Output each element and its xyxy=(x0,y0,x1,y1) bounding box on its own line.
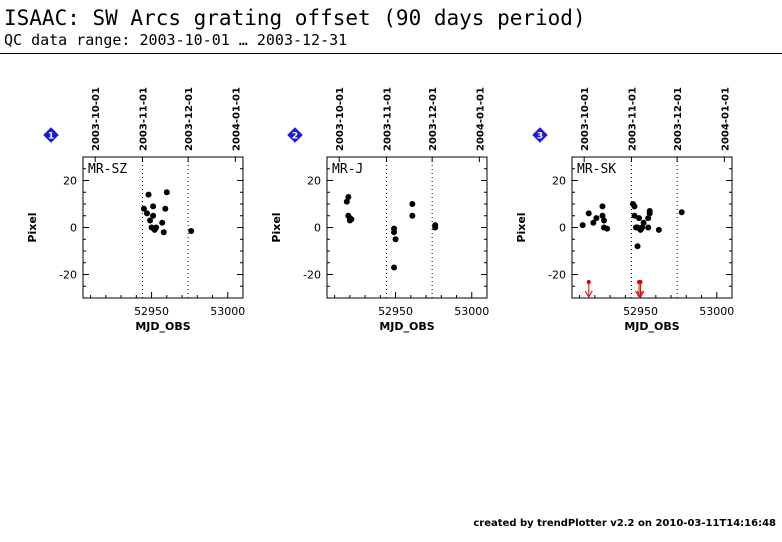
data-point xyxy=(163,189,170,196)
y-tick-label: 20 xyxy=(552,175,566,188)
data-point xyxy=(599,212,606,219)
x-axis-label: MJD_OBS xyxy=(624,320,679,333)
data-point xyxy=(145,191,152,198)
data-point xyxy=(640,219,647,226)
header-divider xyxy=(0,53,782,54)
data-point xyxy=(655,226,662,233)
y-tick-label: -20 xyxy=(303,269,321,282)
data-point xyxy=(593,215,600,222)
out-of-range-marker xyxy=(584,280,593,298)
out-of-range-arrow xyxy=(635,290,643,298)
data-point xyxy=(147,217,154,224)
data-point xyxy=(639,224,646,231)
y-tick-label: 0 xyxy=(559,222,566,235)
date-tick-label: 2003-11-01 xyxy=(627,87,638,151)
panel-number-label: 2 xyxy=(292,132,298,142)
data-point xyxy=(599,203,606,210)
y-axis-label: Pixel xyxy=(26,212,39,242)
date-tick-label: 2003-12-01 xyxy=(428,87,439,151)
data-point xyxy=(409,201,416,207)
data-point xyxy=(585,210,592,217)
data-point xyxy=(631,203,638,210)
data-point xyxy=(159,219,166,226)
date-tick-label: 2003-12-01 xyxy=(673,87,684,151)
qc-data-range: QC data range: 2003-10-01 … 2003-12-31 xyxy=(4,31,348,49)
data-point xyxy=(645,224,652,231)
plot-frame xyxy=(82,156,244,299)
data-point xyxy=(678,209,685,216)
data-point xyxy=(604,225,611,232)
x-tick-label: 53000 xyxy=(699,305,734,318)
data-point xyxy=(140,205,147,212)
data-point xyxy=(590,219,597,226)
data-point xyxy=(391,264,398,271)
data-point xyxy=(188,228,195,235)
date-tick-label: 2004-01-01 xyxy=(231,87,242,151)
y-tick-label: -20 xyxy=(59,269,77,282)
data-point xyxy=(144,210,150,217)
panel-1: 52950 53000 -20 0 20 2003-10-01 2003-11-01 2003… xyxy=(26,87,245,333)
data-point xyxy=(634,243,641,250)
date-tick-label: 2004-01-01 xyxy=(720,87,731,151)
data-point xyxy=(392,236,399,243)
y-tick-label: 20 xyxy=(63,175,77,188)
panel-label: MR-SK xyxy=(577,162,616,177)
x-tick-label: 53000 xyxy=(210,305,245,318)
data-point xyxy=(343,198,350,205)
data-point xyxy=(636,215,643,222)
panel-label: MR-SZ xyxy=(88,162,127,177)
date-tick-label: 2003-10-01 xyxy=(580,87,591,151)
data-point xyxy=(348,216,355,223)
out-of-range-arrow xyxy=(636,290,645,298)
date-tick-label: 2004-01-01 xyxy=(475,87,486,151)
y-axis-label: Pixel xyxy=(270,212,283,242)
data-point xyxy=(162,205,169,212)
date-tick-label: 2003-12-01 xyxy=(184,87,195,151)
x-tick-label: 52950 xyxy=(623,305,658,318)
data-point xyxy=(391,229,398,236)
data-point xyxy=(150,212,157,219)
y-tick-label: 0 xyxy=(314,222,321,235)
panel-number-label: 1 xyxy=(48,132,54,142)
y-axis-label: Pixel xyxy=(515,212,528,242)
x-axis-label: MJD_OBS xyxy=(379,320,434,333)
panel-number-label: 3 xyxy=(537,132,543,142)
panel-number-badge xyxy=(532,127,548,143)
y-tick-label: 0 xyxy=(70,222,77,235)
data-point xyxy=(645,215,652,222)
y-tick-label: -20 xyxy=(548,269,566,282)
panel-number-badge xyxy=(287,127,303,143)
data-point xyxy=(409,212,416,219)
data-point xyxy=(646,208,653,215)
panel-3: 52950 53000 -20 0 20 2003-10-01 2003-11-01 2003… xyxy=(515,87,734,333)
data-point xyxy=(160,229,167,236)
data-point xyxy=(579,222,586,229)
x-tick-label: 52950 xyxy=(378,305,413,318)
panel-label: MR-J xyxy=(332,162,363,177)
data-point xyxy=(153,224,160,231)
data-point xyxy=(150,203,157,210)
footer-credit: created by trendPlotter v2.2 on 2010-03-… xyxy=(473,518,776,529)
y-tick-label: 20 xyxy=(307,175,321,188)
x-axis-label: MJD_OBS xyxy=(135,320,190,333)
data-point xyxy=(345,193,352,200)
panel-2: 52950 53000 -20 0 20 2003-10-01 2003-11-01 2003… xyxy=(270,87,489,333)
date-tick-label: 2003-10-01 xyxy=(335,87,346,151)
data-point xyxy=(432,224,439,231)
plot-frame xyxy=(571,156,733,299)
out-of-range-marker xyxy=(636,280,645,298)
date-tick-label: 2003-11-01 xyxy=(138,87,149,151)
data-point xyxy=(631,212,638,219)
page-title: ISAAC: SW Arcs grating offset (90 days p… xyxy=(4,6,586,30)
plot-frame xyxy=(326,156,488,299)
out-of-range-arrow xyxy=(584,290,593,298)
x-tick-label: 52950 xyxy=(134,305,169,318)
date-tick-label: 2003-11-01 xyxy=(382,87,393,151)
x-tick-label: 53000 xyxy=(454,305,489,318)
date-tick-label: 2003-10-01 xyxy=(91,87,102,151)
data-point xyxy=(601,217,607,224)
panel-number-badge xyxy=(43,127,59,143)
